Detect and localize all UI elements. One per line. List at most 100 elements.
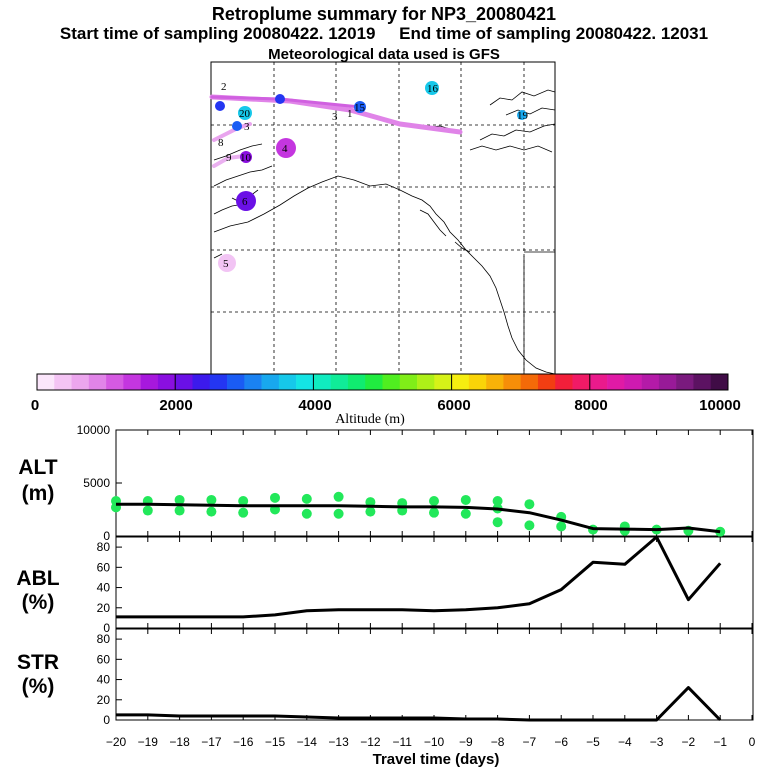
colorbar-segment <box>192 374 211 390</box>
alt-particle-point <box>174 494 185 505</box>
colorbar-segment <box>347 374 366 390</box>
map-frame <box>210 61 556 375</box>
marker-label-3: 3 <box>332 111 338 123</box>
alt-unit: (m) <box>22 482 55 505</box>
abl-series-line <box>116 535 722 619</box>
alt-series-line <box>116 502 721 534</box>
plume-marker-15 <box>354 101 366 113</box>
colorbar-segment <box>537 374 556 390</box>
colorbar-segment <box>140 374 159 390</box>
x-tick-label: −6 <box>554 735 568 749</box>
colorbar-segment <box>175 374 193 390</box>
x-axis-title: Travel time (days) <box>373 751 500 768</box>
colorbar-segment <box>451 374 470 390</box>
str-y-tick-label: 80 <box>97 632 111 646</box>
str-y-tick-label: 40 <box>97 673 111 687</box>
colorbar-segment <box>244 374 262 390</box>
marker-label-16: 16 <box>427 83 439 95</box>
marker-label-10: 10 <box>240 152 252 164</box>
marker-label-8: 8 <box>218 137 224 149</box>
colorbar-segment <box>468 374 487 390</box>
plume-markers <box>215 81 527 272</box>
colorbar-tick: 8000 <box>574 397 607 414</box>
abl-label: ABL <box>16 567 59 590</box>
alt-particle-point <box>460 508 471 519</box>
alt-particle-point <box>206 506 217 517</box>
alt-panel-frame <box>115 429 754 537</box>
marker-label-19: 19 <box>517 110 529 122</box>
colorbar-segment <box>37 374 55 390</box>
colorbar-segment <box>88 374 107 390</box>
colorbar-segment <box>71 374 90 390</box>
colorbar-label: Altitude (m) <box>335 412 405 427</box>
x-tick-label: −18 <box>169 735 190 749</box>
str-y-tick-label: 20 <box>97 693 111 707</box>
x-tick-label: −4 <box>618 735 632 749</box>
plume-marker-4 <box>276 138 296 158</box>
colorbar-segment <box>641 374 660 390</box>
x-tick-label: −19 <box>138 735 159 749</box>
alt-y-tick-label: 5000 <box>83 476 110 490</box>
alt-particle-point <box>524 520 535 531</box>
colorbar-segment <box>365 374 383 390</box>
plume-marker-19 <box>517 110 527 120</box>
abl-unit: (%) <box>22 591 55 614</box>
marker-label-4: 4 <box>282 143 288 155</box>
colorbar-segment <box>296 374 314 390</box>
str-unit: (%) <box>22 675 55 698</box>
colorbar-segment <box>486 374 504 390</box>
colorbar-tick: 4000 <box>298 397 331 414</box>
alt-panel: 0 5000 10000 <box>77 423 754 543</box>
plume-marker-10 <box>240 151 252 163</box>
sampling-times: Start time of sampling 20080422. 12019 E… <box>59 24 709 43</box>
marker-label-9: 9 <box>226 152 232 164</box>
colorbar-segment <box>278 374 297 390</box>
colorbar-segment <box>520 374 539 390</box>
abl-y-tick-label: 60 <box>97 560 111 574</box>
alt-particle-point <box>301 493 312 504</box>
marker-label-5: 5 <box>223 258 229 270</box>
x-tick-label: −7 <box>523 735 537 749</box>
colorbar-tick: 10000 <box>699 397 741 414</box>
plume-marker-labels: 16 19 15 1 3 2 20 3 8 9 10 4 6 5 <box>218 81 529 270</box>
alt-particle-point <box>556 521 567 532</box>
alt-particle-point <box>206 494 217 505</box>
met-data-note: Meteorological data used is GFS <box>268 46 500 63</box>
marker-label-1: 1 <box>347 108 353 120</box>
x-tick-label: 0 <box>749 735 756 749</box>
plume-marker-20 <box>238 106 252 120</box>
alt-particle-point <box>301 508 312 519</box>
x-tick-label: −16 <box>233 735 254 749</box>
colorbar-segment <box>624 374 642 390</box>
colorbar-segment <box>227 374 245 390</box>
abl-y-tick-label: 0 <box>103 621 110 635</box>
colorbar-frame <box>36 373 729 391</box>
colorbar-segment <box>209 374 228 390</box>
alt-particle-point <box>429 496 439 507</box>
plume-marker-6 <box>236 191 256 211</box>
plume-marker <box>215 101 225 111</box>
colorbar-segment <box>572 374 591 390</box>
alt-particle-point <box>333 508 344 519</box>
colorbar-segment <box>399 374 418 390</box>
plume-marker <box>232 121 242 131</box>
alt-y-tick-label: 10000 <box>77 423 111 437</box>
x-tick-label: −8 <box>491 735 505 749</box>
colorbar-tick: 6000 <box>437 397 470 414</box>
plume-marker-5 <box>218 254 236 272</box>
x-tick-label: −20 <box>106 735 127 749</box>
colorbar-segment <box>123 374 141 390</box>
colorbar-segment <box>589 374 608 390</box>
marker-label-6: 6 <box>242 196 248 208</box>
colorbar-segment <box>658 374 677 390</box>
colorbar-segment <box>330 374 349 390</box>
x-tick-label: −13 <box>328 735 349 749</box>
colorbar-tick: 2000 <box>159 397 192 414</box>
figure-title: Retroplume summary for NP3_20080421 <box>211 4 557 24</box>
alt-particle-point <box>460 494 471 505</box>
marker-label-20: 20 <box>239 108 251 120</box>
colorbar-segment <box>434 374 452 390</box>
str-series-line <box>116 686 722 722</box>
